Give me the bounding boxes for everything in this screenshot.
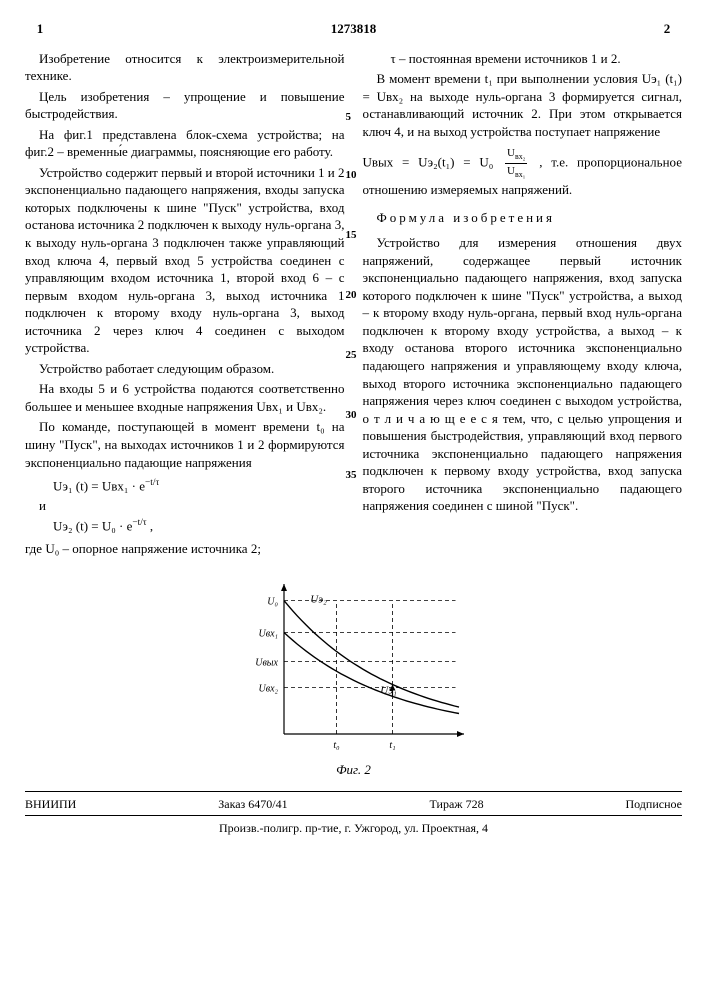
paragraph: где U₀ – опорное напряжение источника 2; (25, 540, 345, 558)
claim-text: Устройство для измерения отношения двух … (363, 234, 683, 515)
left-column: Изобретение относится к электроизмерител… (25, 50, 345, 561)
formula-and: и (39, 497, 345, 515)
paragraph: По команде, поступающей в момент времени… (25, 418, 345, 471)
svg-text:Uвых: Uвых (255, 657, 278, 668)
line-number: 30 (346, 408, 357, 423)
formula-block: Uвых = Uэ₂(t₁) = U₀ Uвх₂ Uвх₁ , т.е. про… (363, 146, 683, 198)
line-number: 25 (346, 348, 357, 363)
svg-text:Uэ₂: Uэ₂ (310, 594, 327, 606)
paragraph: τ – постоянная времени источников 1 и 2. (363, 50, 683, 68)
right-column: τ – постоянная времени источников 1 и 2.… (363, 50, 683, 561)
claims-title: Формула изобретения (377, 209, 683, 227)
paragraph: Изобретение относится к электроизмерител… (25, 50, 345, 85)
paragraph: На входы 5 и 6 устройства подаются соотв… (25, 380, 345, 415)
figure-2: Uэ₂Uэ₁U₀Uвх₁UвыхUвх₂t₀t₁ Фиг. 2 (25, 579, 682, 779)
svg-text:Uвх₂: Uвх₂ (258, 684, 278, 695)
svg-text:U₀: U₀ (267, 597, 278, 608)
line-number: 10 (346, 168, 357, 183)
page-number-left: 1 (25, 20, 55, 38)
line-number: 5 (346, 110, 352, 125)
page-header: 1 1273818 2 (25, 20, 682, 38)
paragraph: Цель изобретения – упрощение и повышение… (25, 88, 345, 123)
paragraph: Устройство содержит первый и второй исто… (25, 164, 345, 357)
footer-sub: Подписное (625, 796, 682, 812)
two-column-body: 5 10 15 20 25 30 35 Изобретение относитс… (25, 50, 682, 561)
figure-caption: Фиг. 2 (25, 761, 682, 779)
document-number: 1273818 (55, 20, 652, 38)
formula: Uвых = Uэ₂(t₁) = U₀ (363, 155, 494, 170)
footer-order: Заказ 6470/41 (218, 796, 287, 812)
footer-line: ВНИИПИ Заказ 6470/41 Тираж 728 Подписное (25, 791, 682, 812)
line-number: 15 (346, 228, 357, 243)
page-number-right: 2 (652, 20, 682, 38)
figure-2-plot: Uэ₂Uэ₁U₀Uвх₁UвыхUвх₂t₀t₁ (234, 579, 474, 759)
svg-text:Uвх₁: Uвх₁ (258, 628, 277, 639)
svg-text:t₁: t₁ (389, 740, 395, 751)
formula: Uэ₁ (t) = Uвх₁ · e−t/τ (53, 477, 345, 495)
paragraph: В момент времени t₁ при выполнении услов… (363, 70, 683, 140)
formula-block: Uэ₁ (t) = Uвх₁ · e−t/τ и Uэ₂ (t) = U₀ · … (53, 477, 345, 534)
footer-tirage: Тираж 728 (430, 796, 484, 812)
line-number: 35 (346, 468, 357, 483)
svg-text:t₀: t₀ (333, 740, 340, 751)
paragraph: На фиг.1 представлена блок-схема устройс… (25, 126, 345, 161)
formula-fraction: Uвх₂ Uвх₁ (505, 146, 527, 181)
line-number: 20 (346, 288, 357, 303)
paragraph: Устройство работает следующим образом. (25, 360, 345, 378)
footer-vniipi: ВНИИПИ (25, 796, 76, 812)
formula: Uэ₂ (t) = U₀ · e−t/τ , (53, 517, 345, 535)
footer-address: Произв.-полигр. пр-тие, г. Ужгород, ул. … (25, 820, 682, 836)
